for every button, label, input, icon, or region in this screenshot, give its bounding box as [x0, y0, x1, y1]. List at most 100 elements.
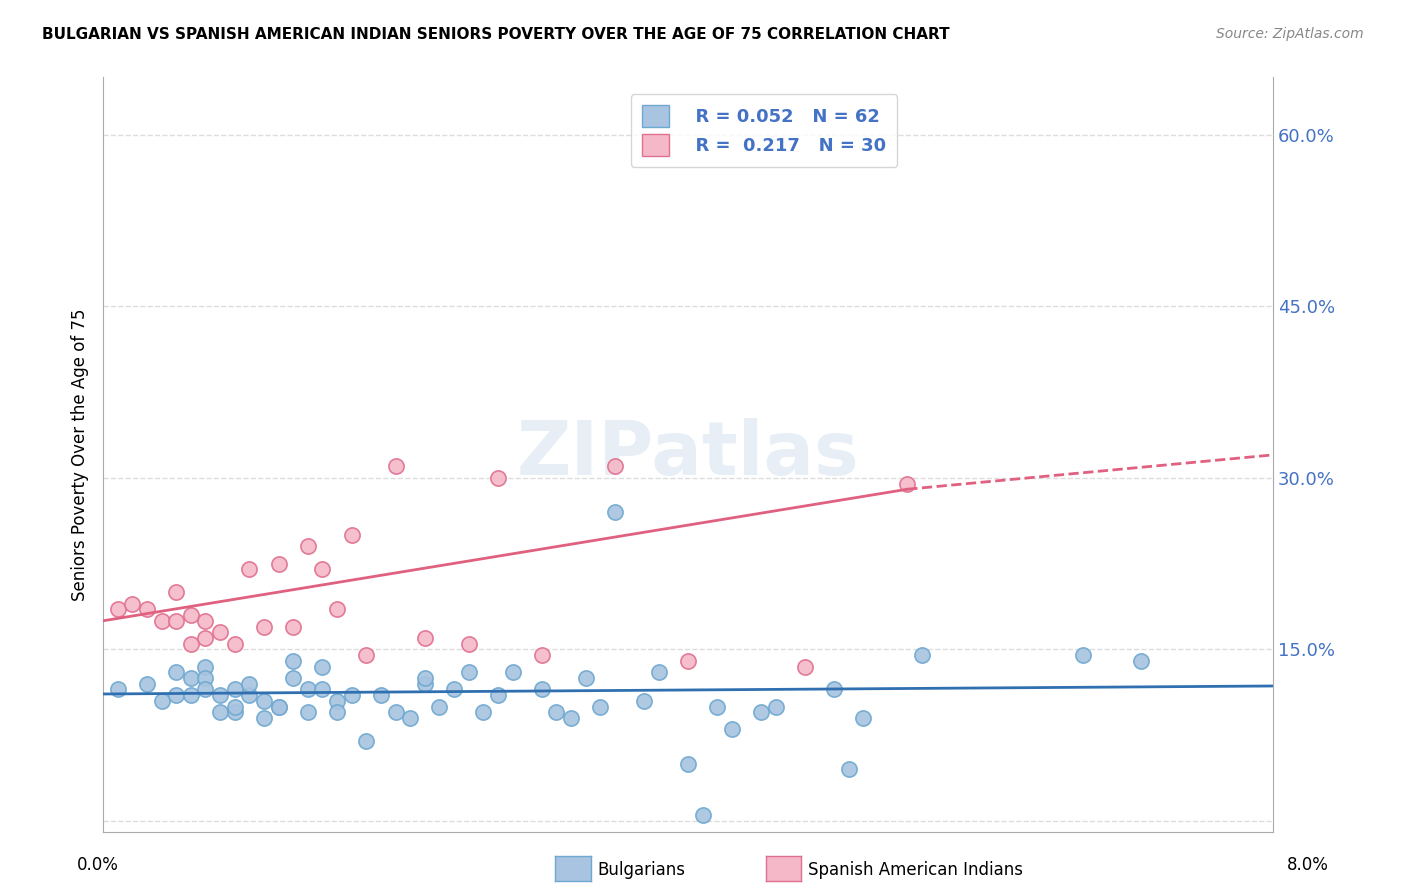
Point	[209, 688, 232, 702]
Point	[283, 654, 305, 668]
Point	[603, 505, 626, 519]
Point	[340, 528, 363, 542]
Point	[267, 699, 290, 714]
Point	[356, 734, 378, 748]
Point	[180, 608, 202, 623]
Point	[180, 688, 202, 702]
Text: ZIPatlas: ZIPatlas	[516, 418, 859, 491]
Point	[793, 659, 815, 673]
Point	[224, 637, 246, 651]
Point	[1071, 648, 1094, 662]
Point	[107, 682, 129, 697]
Point	[253, 711, 276, 725]
Point	[224, 706, 246, 720]
Point	[413, 671, 436, 685]
Point	[253, 694, 276, 708]
Point	[852, 711, 875, 725]
Point	[457, 637, 479, 651]
Point	[180, 637, 202, 651]
Point	[647, 665, 669, 680]
Point	[896, 476, 918, 491]
Point	[720, 723, 742, 737]
Point	[560, 711, 582, 725]
Point	[340, 688, 363, 702]
Point	[267, 699, 290, 714]
Point	[765, 699, 787, 714]
Point	[297, 706, 319, 720]
Point	[706, 699, 728, 714]
Point	[194, 631, 217, 645]
Point	[370, 688, 392, 702]
Point	[326, 602, 349, 616]
Point	[633, 694, 655, 708]
Point	[502, 665, 524, 680]
Point	[224, 699, 246, 714]
Point	[603, 459, 626, 474]
Point	[457, 665, 479, 680]
Point	[194, 682, 217, 697]
Point	[238, 562, 260, 576]
Point	[297, 540, 319, 554]
Point	[267, 557, 290, 571]
Point	[823, 682, 845, 697]
Point	[530, 648, 553, 662]
Point	[443, 682, 465, 697]
Point	[749, 706, 772, 720]
Point	[107, 602, 129, 616]
Point	[165, 614, 187, 628]
Point	[530, 682, 553, 697]
Point	[209, 706, 232, 720]
Text: Source: ZipAtlas.com: Source: ZipAtlas.com	[1216, 27, 1364, 41]
Point	[384, 459, 406, 474]
Point	[692, 808, 714, 822]
Point	[136, 676, 159, 690]
Text: 0.0%: 0.0%	[77, 855, 120, 873]
Point	[224, 682, 246, 697]
Legend:   R = 0.052   N = 62,   R =  0.217   N = 30: R = 0.052 N = 62, R = 0.217 N = 30	[631, 94, 897, 167]
Point	[238, 688, 260, 702]
Point	[589, 699, 612, 714]
Point	[150, 694, 173, 708]
Point	[326, 706, 349, 720]
Point	[1130, 654, 1153, 668]
Y-axis label: Seniors Poverty Over the Age of 75: Seniors Poverty Over the Age of 75	[72, 309, 89, 601]
Point	[676, 756, 699, 771]
Point	[297, 682, 319, 697]
Point	[209, 625, 232, 640]
Point	[838, 763, 860, 777]
Point	[326, 694, 349, 708]
Point	[253, 619, 276, 633]
Point	[486, 688, 509, 702]
Point	[356, 648, 378, 662]
Point	[472, 706, 495, 720]
Point	[165, 585, 187, 599]
Point	[150, 614, 173, 628]
Point	[121, 597, 143, 611]
Point	[180, 671, 202, 685]
Text: Bulgarians: Bulgarians	[598, 861, 686, 879]
Point	[238, 676, 260, 690]
Point	[546, 706, 568, 720]
Point	[429, 699, 451, 714]
Point	[413, 676, 436, 690]
Text: 8.0%: 8.0%	[1286, 855, 1329, 873]
Point	[413, 631, 436, 645]
Point	[136, 602, 159, 616]
Text: BULGARIAN VS SPANISH AMERICAN INDIAN SENIORS POVERTY OVER THE AGE OF 75 CORRELAT: BULGARIAN VS SPANISH AMERICAN INDIAN SEN…	[42, 27, 950, 42]
Point	[194, 671, 217, 685]
Point	[486, 471, 509, 485]
Point	[165, 665, 187, 680]
Point	[384, 706, 406, 720]
Point	[194, 614, 217, 628]
Point	[283, 619, 305, 633]
Point	[911, 648, 934, 662]
Text: Spanish American Indians: Spanish American Indians	[808, 861, 1024, 879]
Point	[399, 711, 422, 725]
Point	[311, 659, 333, 673]
Point	[165, 688, 187, 702]
Point	[283, 671, 305, 685]
Point	[676, 654, 699, 668]
Point	[311, 562, 333, 576]
Point	[311, 682, 333, 697]
Point	[194, 659, 217, 673]
